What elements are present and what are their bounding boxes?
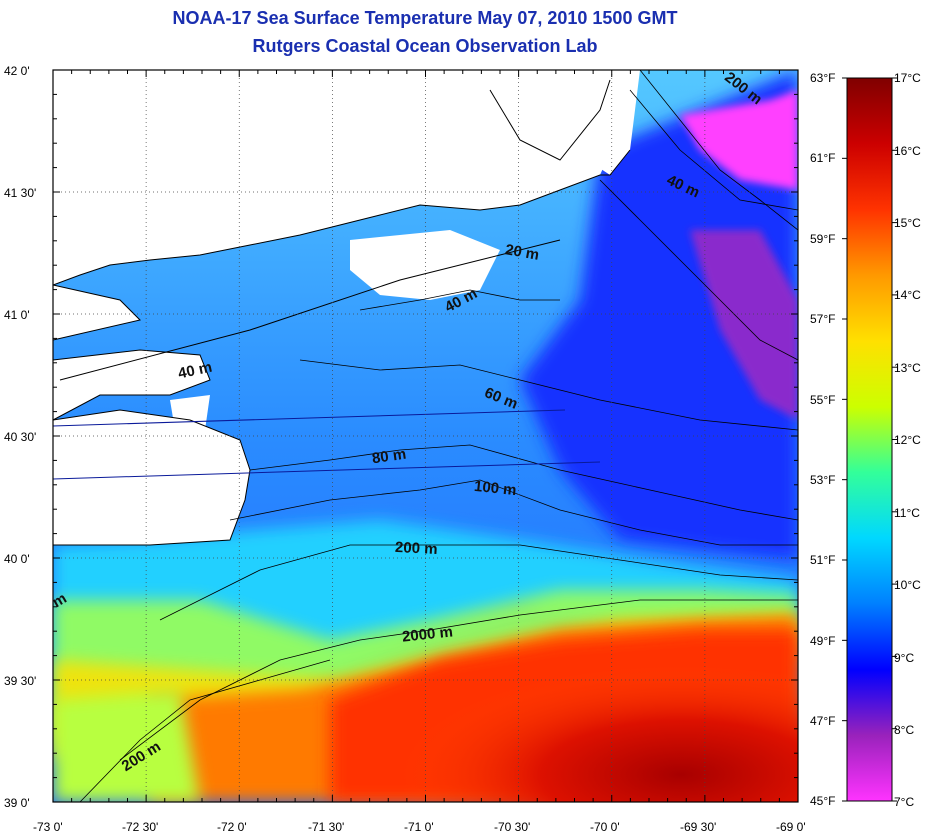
celsius-label: 16°C	[894, 144, 921, 158]
lat-label: 42 0'	[4, 64, 30, 78]
fahrenheit-label: 59°F	[810, 232, 836, 246]
fahrenheit-label: 61°F	[810, 151, 836, 165]
axis-ticks	[52, 69, 799, 803]
celsius-label: 9°C	[894, 651, 915, 665]
lat-label: 40 30'	[4, 430, 37, 444]
celsius-label: 8°C	[894, 723, 915, 737]
lat-label: 41 0'	[4, 308, 30, 322]
fahrenheit-label: 53°F	[810, 473, 836, 487]
bathymetry-contours	[79, 70, 798, 802]
colorbar	[846, 77, 893, 802]
fahrenheit-label: 49°F	[810, 634, 836, 648]
lon-label: -71 30'	[308, 820, 345, 834]
fahrenheit-label: 63°F	[810, 71, 836, 85]
coastline	[53, 79, 631, 546]
fahrenheit-label: 45°F	[810, 794, 836, 808]
lon-label: -72 0'	[217, 820, 247, 834]
celsius-label: 11°C	[894, 506, 920, 520]
fahrenheit-label: 47°F	[810, 714, 836, 728]
map-title: NOAA-17 Sea Surface Temperature May 07, …	[172, 8, 678, 28]
lat-label: 39 30'	[4, 674, 37, 688]
lon-label: -69 30'	[680, 820, 717, 834]
lon-label: -72 30'	[122, 820, 159, 834]
lon-label: -69 0'	[776, 820, 806, 834]
map-subtitle: Rutgers Coastal Ocean Observation Lab	[252, 36, 598, 56]
contour-label-200m: 200 m	[394, 538, 438, 559]
fahrenheit-label: 57°F	[810, 312, 836, 326]
lon-label: -70 0'	[590, 820, 620, 834]
lat-label: 41 30'	[4, 186, 37, 200]
lon-label: -71 0'	[404, 820, 434, 834]
colorbar-ticks	[842, 77, 897, 802]
celsius-label: 13°C	[894, 361, 921, 375]
lon-label: -70 30'	[494, 820, 531, 834]
celsius-label: 14°C	[894, 288, 921, 302]
fahrenheit-label: 51°F	[810, 553, 836, 567]
celsius-label: 7°C	[894, 795, 915, 809]
fahrenheit-label: 55°F	[810, 393, 836, 407]
lat-label: 39 0'	[4, 796, 30, 810]
celsius-label: 17°C	[894, 71, 921, 85]
lat-label: 40 0'	[4, 552, 30, 566]
lon-label: -73 0'	[33, 820, 63, 834]
track-lines	[53, 409, 601, 480]
graticule	[53, 70, 798, 802]
celsius-label: 15°C	[894, 216, 921, 230]
celsius-label: 10°C	[894, 578, 921, 592]
celsius-label: 12°C	[894, 433, 921, 447]
